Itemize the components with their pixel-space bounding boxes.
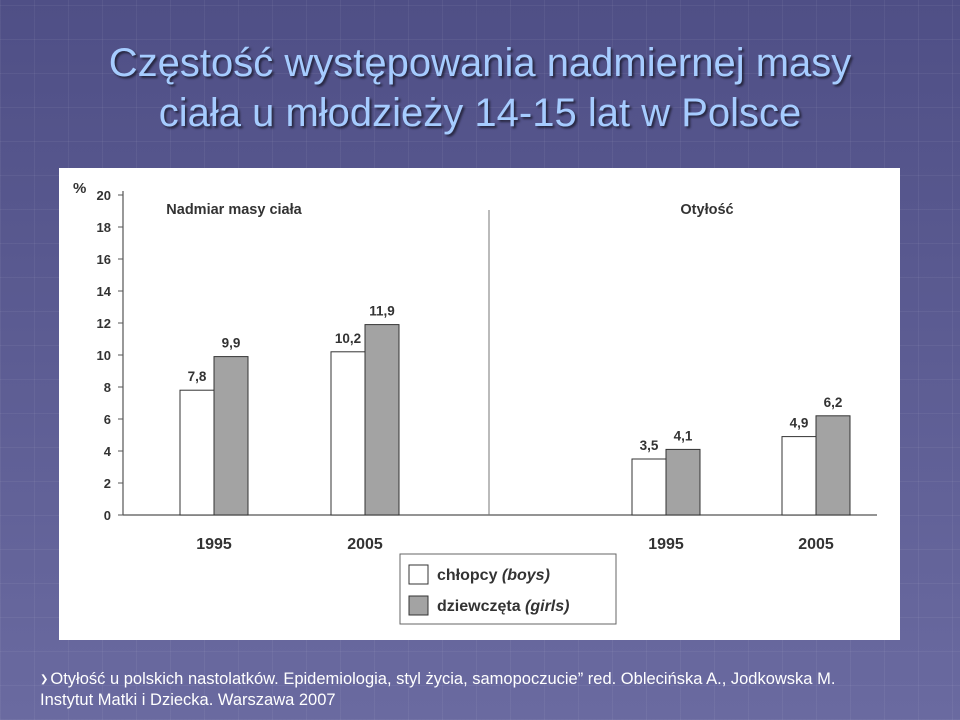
y-tick-label: 4: [104, 444, 112, 459]
data-label: 7,8: [188, 369, 207, 384]
legend-box: [399, 553, 617, 625]
group-title: Otyłość: [680, 202, 733, 218]
x-tick-label: 2005: [347, 536, 383, 553]
title-line-2: ciała u młodzieży 14-15 lat w Polsce: [158, 91, 802, 135]
y-axis-label: %: [73, 180, 86, 197]
source-footer: ❯ Otyłość u polskich nastolatków. Epidemi…: [40, 669, 950, 711]
data-label: 4,1: [674, 428, 693, 443]
x-tick-label: 1995: [196, 536, 232, 553]
bar-boys: [179, 389, 215, 516]
data-label: 3,5: [640, 438, 659, 453]
bar-girls: [815, 415, 851, 516]
footer-text-1: Otyłość u polskich nastolatków. Epidemio…: [50, 670, 836, 688]
y-tick-label: 16: [97, 252, 111, 267]
y-tick-label: 0: [104, 508, 111, 523]
bar-girls: [213, 356, 249, 516]
y-tick-label: 2: [104, 476, 111, 491]
bar-boys: [330, 351, 366, 516]
arrow-bullet-icon: ❯: [40, 674, 49, 685]
bar-girls: [665, 448, 701, 516]
y-tick-label: 18: [97, 220, 111, 235]
group-title: Nadmiar masy ciała: [166, 202, 302, 218]
x-tick-label: 2005: [798, 536, 834, 553]
y-tick-label: 6: [104, 412, 111, 427]
data-label: 4,9: [790, 416, 809, 431]
y-tick-label: 14: [97, 284, 112, 299]
slide-title: Częstość występowania nadmiernej masy ci…: [0, 38, 960, 138]
footer-line-2: Instytut Matki i Dziecka. Warszawa 2007: [40, 691, 336, 709]
bar-girls: [364, 324, 400, 516]
bar-boys: [781, 436, 817, 516]
legend-label-girls: dziewczęta (girls): [437, 598, 569, 615]
legend-label-boys: chłopcy (boys): [437, 567, 550, 584]
data-label: 6,2: [824, 395, 843, 410]
x-tick-label: 1995: [648, 536, 684, 553]
bar-chart: 0 2 4 6 8 10 12 14 16 18 20% Nadmiar masy ciała 1995…: [73, 180, 877, 625]
y-tick-label: 12: [97, 316, 111, 331]
title-line-1: Częstość występowania nadmiernej masy: [108, 41, 852, 85]
data-label: 9,9: [222, 336, 241, 351]
bar-boys: [631, 458, 667, 516]
data-label: 10,2: [335, 331, 361, 346]
chart-panel: 0 2 4 6 8 10 12 14 16 18 20% Nadmiar masy ciała 1995…: [59, 168, 900, 640]
footer-line-1: ❯ Otyłość u polskich nastolatków. Epidemi…: [40, 669, 950, 690]
y-tick-label: 20: [97, 188, 111, 203]
y-tick-label: 10: [97, 348, 111, 363]
y-tick-label: 8: [104, 380, 111, 395]
data-label: 11,9: [369, 304, 395, 319]
legend-swatch-boys: [408, 564, 429, 585]
legend-swatch-girls: [408, 595, 429, 616]
